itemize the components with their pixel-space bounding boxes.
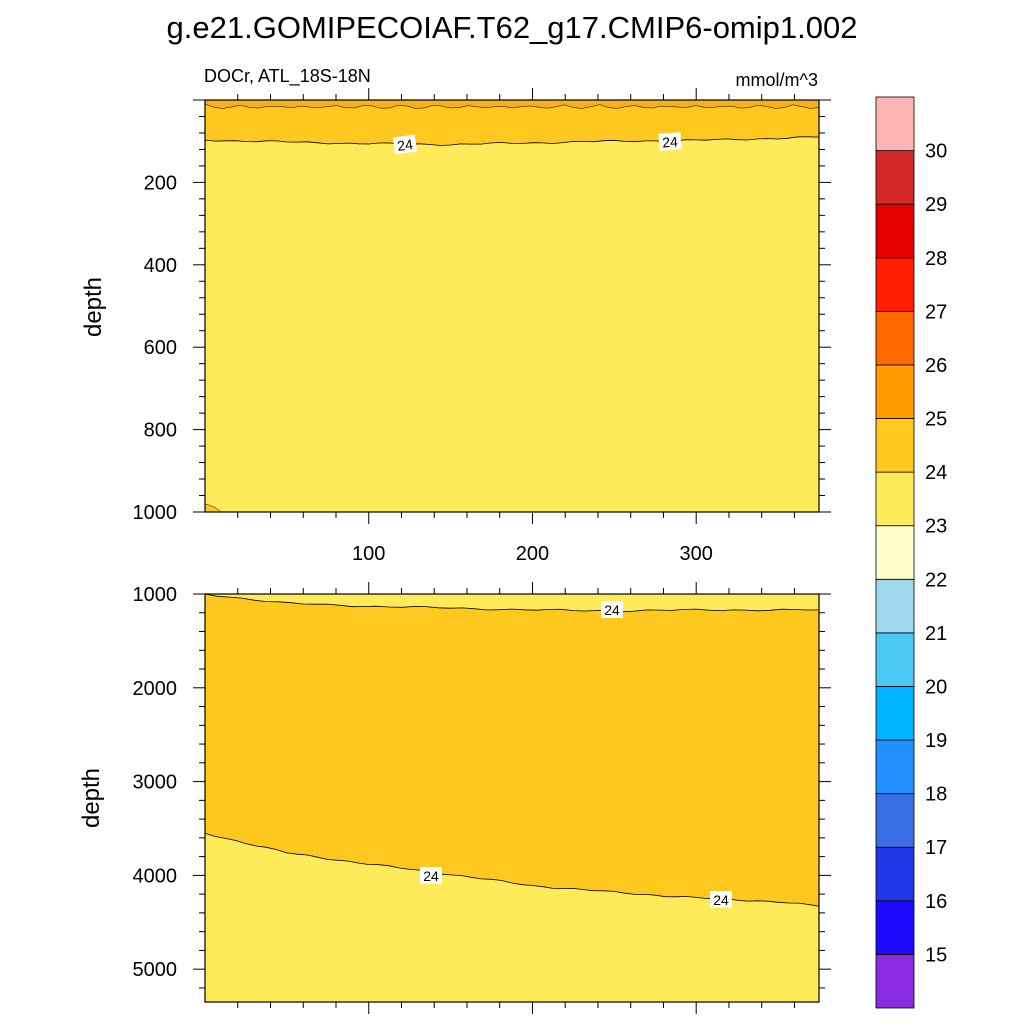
surface-contour-line <box>204 103 820 109</box>
colorbar-label: 17 <box>925 837 947 859</box>
plot-frame <box>204 593 820 1003</box>
colorbar-box <box>875 686 915 741</box>
colorbar-label: 28 <box>925 248 947 270</box>
colorbar-box <box>875 418 915 473</box>
contour-line-24 <box>204 136 820 146</box>
contour-label: 24 <box>658 132 682 151</box>
colorbar-box <box>875 471 915 527</box>
y-tick-label-top: 400 <box>144 255 177 277</box>
colorbar-box <box>875 793 915 848</box>
colorbar-label: 16 <box>925 891 947 913</box>
colorbar-label: 24 <box>925 462 947 484</box>
svg-text:24: 24 <box>396 136 414 154</box>
y-tick-label-bottom: 5000 <box>133 959 178 981</box>
contour-label: 24 <box>601 601 623 618</box>
colorbar-label: 26 <box>925 355 947 377</box>
colorbar-label: 21 <box>925 623 947 645</box>
colorbar-label: 18 <box>925 784 947 806</box>
y-tick-label-top: 600 <box>144 337 177 359</box>
colorbar-box <box>875 96 915 151</box>
colorbar: 15 16 17 18 19 20 21 22 23 24 25 26 27 28 29 30 <box>875 96 947 1009</box>
colorbar-box <box>875 846 915 902</box>
fill-24-25 <box>205 594 819 907</box>
contour-label: 24 <box>420 867 442 884</box>
svg-text:24: 24 <box>662 133 679 150</box>
colorbar-box <box>875 310 915 366</box>
colorbar-box <box>875 150 915 205</box>
colorbar-label: 25 <box>925 409 947 431</box>
colorbar-box <box>875 364 915 419</box>
y-tick-label-top: 1000 <box>133 502 178 524</box>
lower-depth-panel: 24 24 24 1000 2000 3000 4000 5000 <box>133 582 831 1014</box>
colorbar-label: 20 <box>925 676 947 698</box>
svg-text:24: 24 <box>423 868 439 884</box>
colorbar-label: 27 <box>925 301 947 323</box>
y-axis-label-top: depth <box>80 277 107 337</box>
colorbar-box <box>875 578 915 634</box>
contour-label: 24 <box>710 891 732 908</box>
colorbar-box <box>875 257 915 312</box>
colorbar-box <box>875 632 915 687</box>
fill-23-24 <box>205 100 819 512</box>
colorbar-box <box>875 203 915 259</box>
svg-text:24: 24 <box>604 602 620 618</box>
upper-depth-panel: 24 24 200 400 600 800 1000 100 200 300 <box>133 88 831 565</box>
y-tick-label-bottom: 2000 <box>133 678 178 700</box>
y-tick-label-bottom: 1000 <box>133 584 178 606</box>
chart-title: g.e21.GOMIPECOIAF.T62_g17.CMIP6-omip1.00… <box>167 10 858 45</box>
x-tick-label: 300 <box>680 543 713 565</box>
units-label: mmol/m^3 <box>736 70 818 90</box>
y-tick-label-top: 200 <box>144 172 177 194</box>
colorbar-label: 15 <box>925 944 947 966</box>
svg-text:24: 24 <box>713 892 729 908</box>
x-tick-label: 100 <box>352 543 385 565</box>
colorbar-label: 22 <box>925 569 947 591</box>
colorbar-box <box>875 739 915 795</box>
colorbar-label: 29 <box>925 194 947 216</box>
variable-region-label: DOCr, ATL_18S-18N <box>204 66 371 87</box>
colorbar-box <box>875 525 915 580</box>
x-tick-label: 200 <box>516 543 549 565</box>
y-tick-label-bottom: 3000 <box>133 772 178 794</box>
contour-label: 24 <box>392 134 418 155</box>
colorbar-label: 19 <box>925 730 947 752</box>
contour-line-24-upper <box>204 593 820 613</box>
colorbar-box <box>875 900 915 955</box>
y-axis-label-bottom: depth <box>78 768 105 828</box>
y-tick-label-bottom: 4000 <box>133 865 178 887</box>
colorbar-label: 30 <box>925 141 947 163</box>
colorbar-label: 23 <box>925 516 947 538</box>
colorbar-box <box>875 954 915 1009</box>
y-tick-label-top: 800 <box>144 420 177 442</box>
fill-surface-layer <box>205 100 819 109</box>
plot-frame <box>204 99 820 513</box>
